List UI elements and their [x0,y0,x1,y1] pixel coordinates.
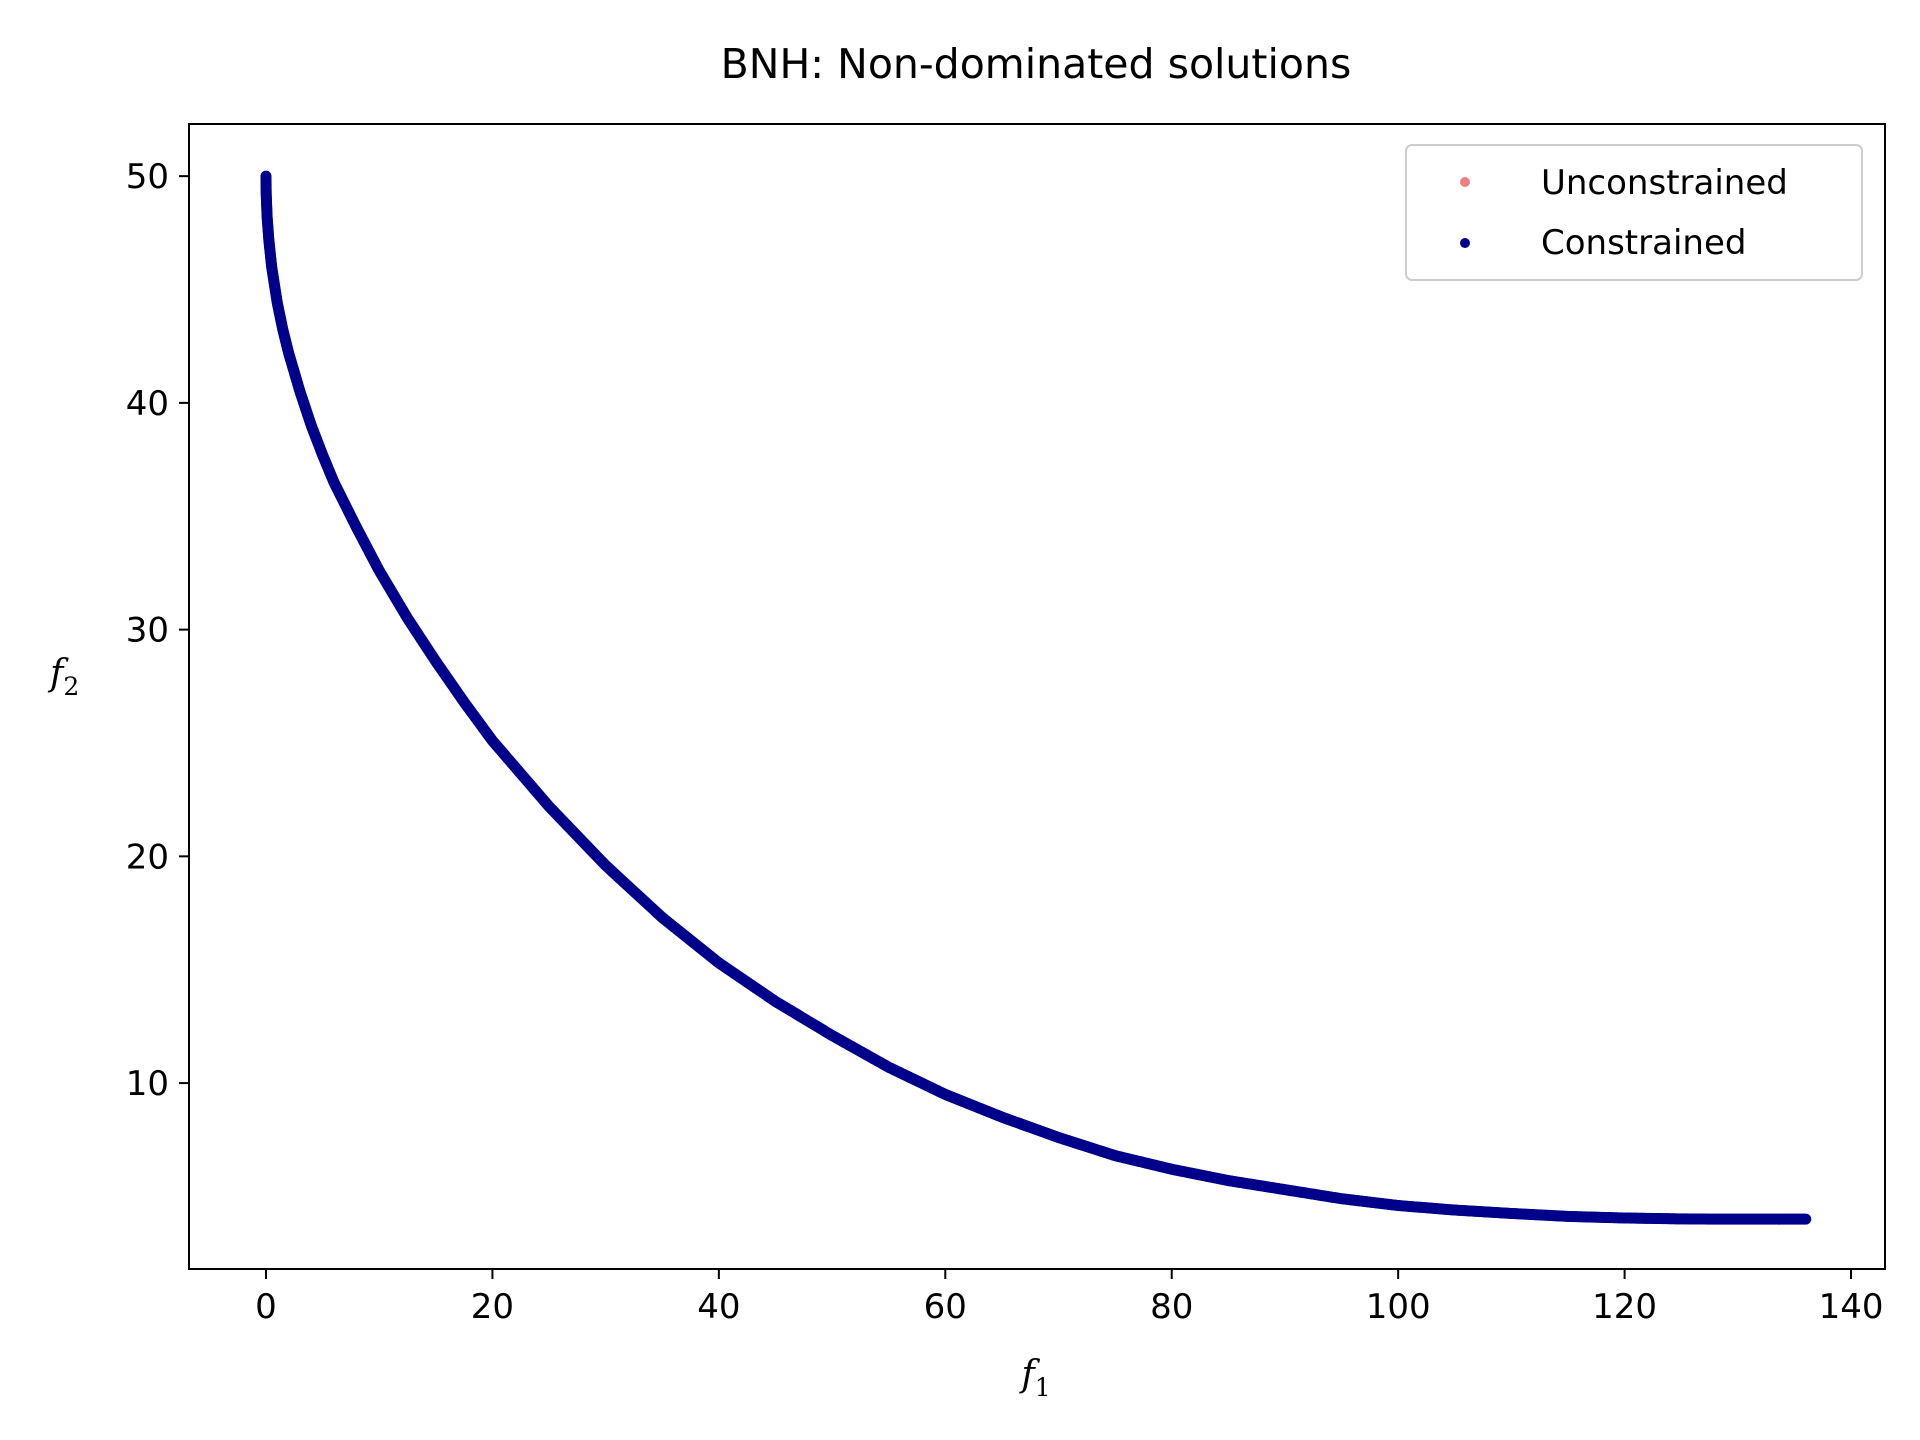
plot-frame [188,123,1886,1270]
x-tick-label: 120 [1592,1287,1657,1327]
legend-marker-unconstrained [1460,177,1470,187]
legend-label-unconstrained: Unconstrained [1541,163,1788,203]
y-tick-label: 20 [126,837,169,877]
x-axis-label-subscript: 1 [1035,1373,1051,1402]
x-tick-label: 100 [1366,1287,1431,1327]
x-tick-label: 40 [697,1287,740,1327]
y-axis: 10 20 30 40 50 [126,157,189,1104]
x-tick-label: 60 [924,1287,967,1327]
x-tick-label: 80 [1150,1287,1193,1327]
y-tick-label: 50 [126,157,169,197]
legend-label-constrained: Constrained [1541,223,1746,263]
y-axis-label-subscript: 2 [63,672,79,701]
x-tick-label: 140 [1819,1287,1884,1327]
legend-marker-constrained [1460,238,1470,248]
legend-box [1405,144,1863,281]
y-tick-label: 40 [126,384,169,424]
series-constrained [260,170,1812,1225]
series-layer [260,170,1812,1225]
x-axis: 0 20 40 60 80 100 120 140 [255,1269,1883,1327]
y-tick-label: 30 [126,611,169,651]
x-tick-label: 0 [255,1287,277,1327]
legend: Unconstrained Constrained [1405,144,1863,281]
data-point [1800,1213,1812,1225]
x-tick-label: 20 [471,1287,514,1327]
y-tick-label: 10 [126,1064,169,1104]
chart-title: BNH: Non-dominated solutions [721,40,1352,88]
